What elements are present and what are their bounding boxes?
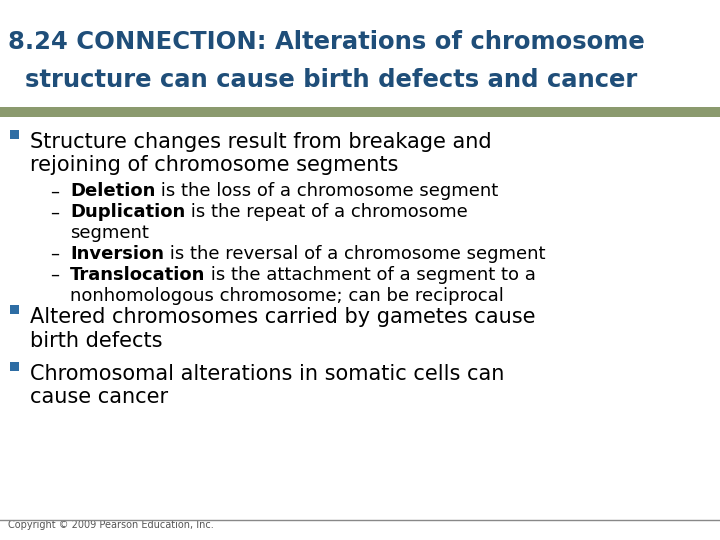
- Text: is the loss of a chromosome segment: is the loss of a chromosome segment: [156, 183, 499, 200]
- Text: is the attachment of a segment to a: is the attachment of a segment to a: [205, 266, 536, 284]
- Bar: [0, 107, 720, 117]
- Text: Translocation: Translocation: [70, 266, 205, 284]
- Text: Deletion: Deletion: [70, 183, 156, 200]
- Text: is the reversal of a chromosome segment: is the reversal of a chromosome segment: [164, 245, 546, 263]
- Text: Structure changes result from breakage and: Structure changes result from breakage a…: [30, 132, 492, 152]
- Text: –: –: [50, 203, 60, 221]
- Text: nonhomologous chromosome; can be reciprocal: nonhomologous chromosome; can be recipro…: [70, 287, 504, 305]
- Text: rejoining of chromosome segments: rejoining of chromosome segments: [30, 156, 398, 176]
- Text: structure can cause birth defects and cancer: structure can cause birth defects and ca…: [8, 68, 637, 92]
- Text: –: –: [50, 266, 60, 284]
- Text: Altered chromosomes carried by gametes cause: Altered chromosomes carried by gametes c…: [30, 307, 536, 327]
- Bar: [10, 362, 19, 371]
- Text: Copyright © 2009 Pearson Education, Inc.: Copyright © 2009 Pearson Education, Inc.: [8, 520, 214, 530]
- Text: –: –: [50, 183, 60, 200]
- Text: segment: segment: [70, 224, 149, 242]
- Text: Chromosomal alterations in somatic cells can: Chromosomal alterations in somatic cells…: [30, 364, 505, 384]
- Text: Duplication: Duplication: [70, 203, 185, 221]
- Text: Inversion: Inversion: [70, 245, 164, 263]
- Text: 8.24 CONNECTION: Alterations of chromosome: 8.24 CONNECTION: Alterations of chromoso…: [8, 30, 644, 54]
- Text: –: –: [50, 245, 60, 263]
- Text: is the repeat of a chromosome: is the repeat of a chromosome: [185, 203, 468, 221]
- Text: birth defects: birth defects: [30, 330, 163, 350]
- Text: cause cancer: cause cancer: [30, 387, 168, 407]
- Bar: [10, 305, 19, 314]
- Bar: [0, 0, 720, 110]
- Bar: [10, 130, 19, 139]
